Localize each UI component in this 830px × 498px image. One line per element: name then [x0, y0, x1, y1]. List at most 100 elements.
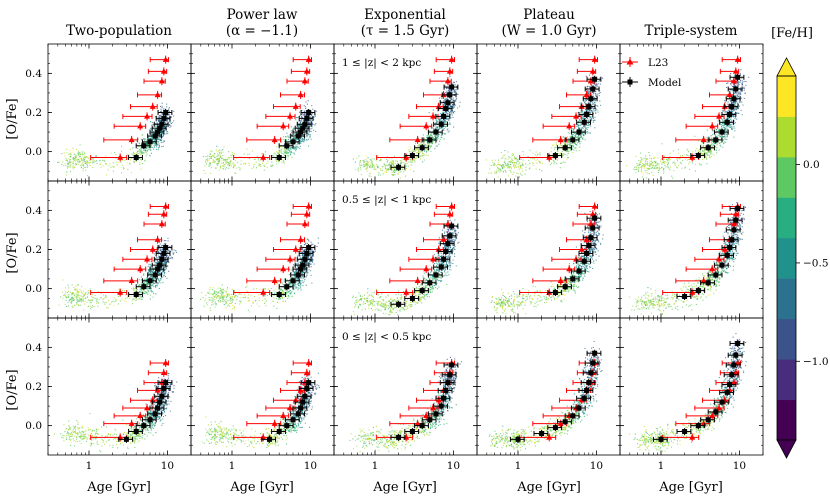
- scatter-point: [434, 148, 436, 150]
- scatter-point: [452, 110, 454, 112]
- scatter-point: [299, 145, 301, 147]
- scatter-point: [354, 168, 356, 170]
- scatter-point: [377, 155, 379, 157]
- l23-series-r1-c3: [376, 55, 456, 162]
- scatter-point: [707, 151, 709, 153]
- scatter-point: [229, 160, 231, 162]
- scatter-point: [150, 136, 152, 138]
- scatter-point: [307, 121, 309, 123]
- scatter-point: [154, 140, 156, 142]
- scatter-point: [289, 151, 291, 153]
- scatter-point: [286, 151, 288, 153]
- scatter-point: [74, 158, 76, 160]
- scatter-point: [504, 158, 506, 160]
- scatter-point: [427, 149, 429, 151]
- scatter-point: [584, 100, 586, 102]
- l23-point: [297, 91, 304, 98]
- scatter-point: [397, 173, 399, 175]
- scatter-point: [306, 139, 308, 141]
- scatter-point: [277, 152, 279, 154]
- scatter-point: [144, 138, 146, 140]
- scatter-point: [456, 89, 458, 91]
- scatter-point: [228, 167, 230, 169]
- scatter-point: [385, 168, 387, 170]
- scatter-point: [437, 136, 439, 138]
- scatter-point: [156, 146, 158, 148]
- scatter-point: [702, 150, 704, 152]
- scatter-point: [598, 95, 600, 97]
- scatter-point: [297, 128, 299, 130]
- scatter-point: [419, 143, 421, 145]
- model-point: [157, 125, 163, 131]
- scatter-point: [82, 168, 84, 170]
- scatter-point: [556, 150, 558, 152]
- scatter-point: [73, 166, 75, 168]
- scatter-point: [742, 104, 744, 106]
- scatter-point: [596, 89, 598, 91]
- scatter-point: [435, 145, 437, 147]
- scatter-point: [740, 91, 742, 93]
- scatter-point: [303, 113, 305, 115]
- scatter-point: [417, 145, 419, 147]
- scatter-point: [593, 97, 595, 99]
- scatter-point: [568, 140, 570, 142]
- scatter-point: [370, 167, 372, 169]
- scatter-point: [151, 121, 153, 123]
- scatter-point: [635, 172, 637, 174]
- scatter-point: [638, 163, 640, 165]
- scatter-point: [567, 132, 569, 134]
- scatter-point: [290, 150, 292, 152]
- scatter-point: [725, 119, 727, 121]
- scatter-point: [72, 147, 74, 149]
- scatter-point: [164, 130, 166, 132]
- scatter-point: [203, 170, 205, 172]
- scatter-point: [446, 121, 448, 123]
- scatter-point: [86, 166, 88, 168]
- scatter-point: [148, 136, 150, 138]
- scatter-point: [169, 126, 171, 128]
- scatter-point: [726, 111, 728, 113]
- scatter-point: [291, 147, 293, 149]
- scatter-point: [663, 161, 665, 163]
- scatter-point: [135, 161, 137, 163]
- scatter-point: [363, 162, 365, 164]
- scatter-point: [585, 124, 587, 126]
- scatter-point: [140, 151, 142, 153]
- scatter-point: [72, 151, 74, 153]
- scatter-point: [451, 112, 453, 114]
- scatter-point: [305, 101, 307, 103]
- scatter-point: [297, 138, 299, 140]
- scatter-point: [206, 158, 208, 160]
- scatter-point: [285, 151, 287, 153]
- scatter-point: [293, 127, 295, 129]
- scatter-point: [424, 140, 426, 142]
- l23-series-r1-c4: [519, 55, 599, 162]
- scatter-point: [434, 135, 436, 137]
- scatter-point: [517, 166, 519, 168]
- scatter-point: [443, 111, 445, 113]
- scatter-point: [77, 160, 79, 162]
- scatter-point: [150, 152, 152, 154]
- scatter-point: [597, 93, 599, 95]
- scatter-point: [213, 155, 215, 157]
- scatter-point: [431, 136, 433, 138]
- scatter-point: [733, 74, 735, 76]
- scatter-point: [290, 126, 292, 128]
- scatter-point: [560, 152, 562, 154]
- scatter-point: [669, 156, 671, 158]
- scatter-point: [711, 140, 713, 142]
- scatter-point: [580, 119, 582, 121]
- scatter-point: [159, 119, 161, 121]
- scatter-point: [67, 162, 69, 164]
- scatter-point: [379, 168, 381, 170]
- l23-series-r1-c1: [90, 55, 170, 162]
- scatter-point: [524, 173, 526, 175]
- scatter-point: [217, 162, 219, 164]
- scatter-point: [156, 142, 158, 144]
- scatter-point: [731, 115, 733, 117]
- scatter-point: [151, 146, 153, 148]
- scatter-point: [519, 162, 521, 164]
- scatter-point: [424, 144, 426, 146]
- scatter-point: [146, 140, 148, 142]
- scatter-point: [492, 164, 494, 166]
